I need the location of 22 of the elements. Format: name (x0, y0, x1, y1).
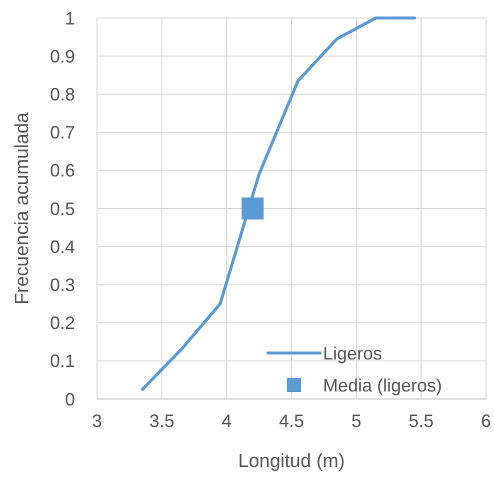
y-tick-label: 0.5 (50, 198, 75, 219)
x-tick-label: 3.5 (149, 411, 174, 431)
y-tick-label: 0.8 (50, 84, 75, 104)
legend-label: Media (ligeros) (323, 375, 442, 396)
y-tick-label: 0.7 (50, 122, 75, 143)
x-tick-label: 6 (480, 411, 492, 431)
x-tick-label: 3 (92, 411, 102, 431)
x-tick-label: 4 (222, 411, 232, 431)
y-tick-label: 0.3 (50, 275, 75, 295)
x-axis-title: Longitud (m) (238, 451, 345, 472)
y-axis-title: Frecuencia acumulada (12, 112, 33, 305)
x-tick-label: 5.5 (408, 411, 434, 431)
y-tick-label: 0.2 (50, 313, 75, 334)
legend-label: Ligeros (323, 343, 382, 364)
y-tick-label: 0.6 (50, 160, 75, 181)
y-tick-label: 0 (64, 389, 75, 410)
x-tick-label: 5 (351, 411, 362, 431)
y-tick-label: 0.9 (50, 46, 75, 66)
x-tick-label: 4.5 (278, 411, 304, 431)
y-tick-label: 1 (64, 8, 75, 28)
y-tick-label: 0.4 (50, 236, 75, 257)
y-tick-label: 0.1 (50, 351, 75, 372)
